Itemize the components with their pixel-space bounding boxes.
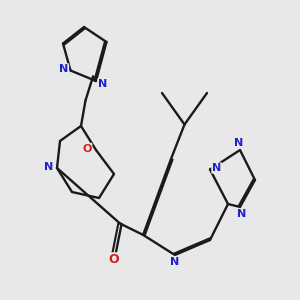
Text: N: N xyxy=(237,208,246,219)
Text: N: N xyxy=(44,161,53,172)
Text: N: N xyxy=(234,138,243,148)
Text: N: N xyxy=(212,163,221,173)
Text: N: N xyxy=(170,256,179,267)
Text: O: O xyxy=(109,253,119,266)
Text: N: N xyxy=(98,79,107,89)
Text: O: O xyxy=(82,143,92,154)
Text: N: N xyxy=(59,64,68,74)
